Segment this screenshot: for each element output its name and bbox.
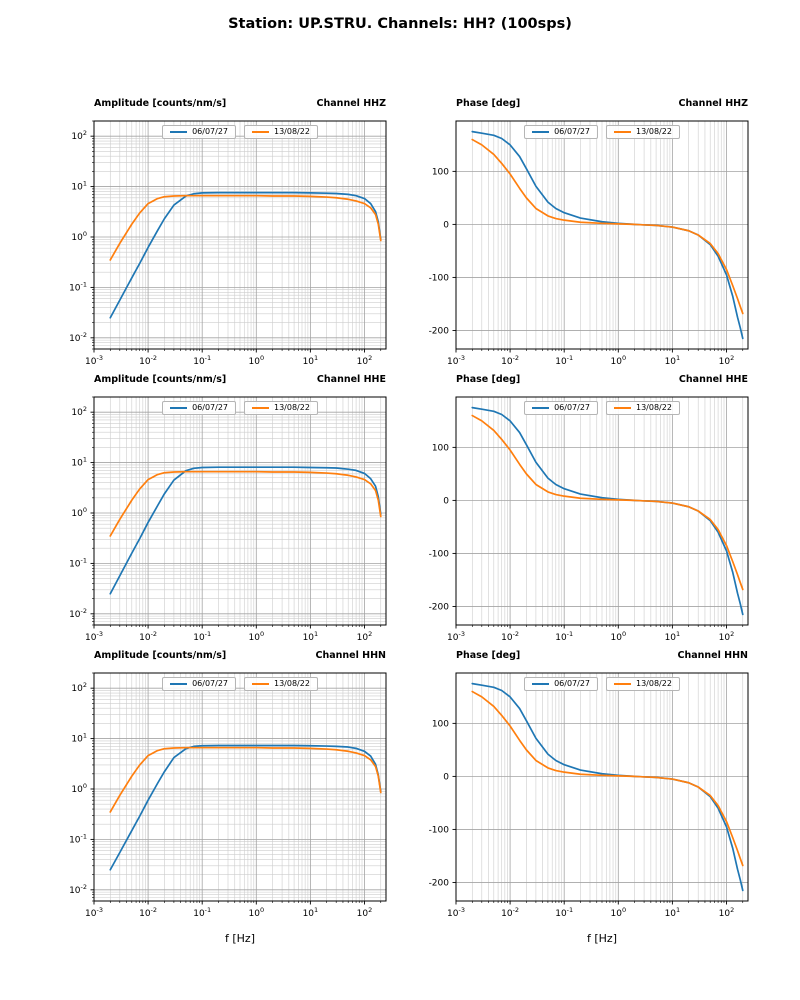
channel-title-hhn: Channel HHN <box>315 650 386 661</box>
axis-title-phase: Phase [deg] <box>456 98 521 109</box>
channel-title-hhz: Channel HHZ <box>316 98 386 109</box>
svg-text:100: 100 <box>248 354 264 367</box>
svg-text:101: 101 <box>665 354 681 367</box>
svg-text:100: 100 <box>71 506 87 519</box>
axis-title-phase: Phase [deg] <box>456 650 521 661</box>
svg-text:10-1: 10-1 <box>69 832 87 845</box>
subplot-header: Phase [deg] Channel HHE <box>400 370 760 385</box>
x-axis-label: f [Hz] <box>225 932 255 945</box>
svg-text:101: 101 <box>71 456 87 469</box>
svg-text:102: 102 <box>357 906 373 919</box>
axis-title-amplitude: Amplitude [counts/nm/s] <box>94 374 227 385</box>
x-axis-label: f [Hz] <box>587 932 617 945</box>
svg-text:100: 100 <box>610 354 626 367</box>
axis-title-amplitude: Amplitude [counts/nm/s] <box>94 650 227 661</box>
svg-text:10-3: 10-3 <box>447 906 465 919</box>
channel-title-hhz: Channel HHZ <box>678 98 748 109</box>
svg-text:10-2: 10-2 <box>69 883 87 896</box>
amplitude-plot-hhz: 10-3 10-2 10-1 100 101 102 10-2 10-1 100 101 102 <box>69 120 387 367</box>
subplot-hhz-phase: Phase [deg] Channel HHZ 10-3 10-2 10-1 100 1… <box>400 94 760 377</box>
phase-plot-hhz: 10-3 10-2 10-1 100 101 102 -200 -100 0 100 <box>429 120 749 367</box>
phase-plot-hhe: 10-3 10-2 10-1 100 101 102 -200 -100 0 100 <box>429 396 749 643</box>
figure-title: Station: UP.STRU. Channels: HH? (100sps) <box>228 16 572 32</box>
subplot-header: Amplitude [counts/nm/s] Channel HHE <box>38 370 398 385</box>
svg-text:101: 101 <box>665 906 681 919</box>
subplot-hhe-amplitude: Amplitude [counts/nm/s] Channel HHE 10-3… <box>38 370 398 653</box>
svg-text:0: 0 <box>443 220 449 230</box>
svg-text:10-2: 10-2 <box>69 331 87 344</box>
svg-text:101: 101 <box>303 630 319 643</box>
svg-text:101: 101 <box>303 906 319 919</box>
svg-text:-100: -100 <box>429 549 450 559</box>
svg-text:100: 100 <box>432 167 449 177</box>
svg-text:10-2: 10-2 <box>69 607 87 620</box>
svg-text:102: 102 <box>719 906 735 919</box>
svg-text:102: 102 <box>719 354 735 367</box>
svg-text:0: 0 <box>443 772 449 782</box>
svg-text:100: 100 <box>610 906 626 919</box>
amplitude-plot-hhn: 10-3 10-2 10-1 100 101 102 10-2 10-1 100 101 102 <box>69 672 387 919</box>
svg-text:-200: -200 <box>429 326 450 336</box>
svg-text:10-3: 10-3 <box>447 354 465 367</box>
subplot-hhn-amplitude: Amplitude [counts/nm/s] Channel HHN 10-3… <box>38 646 398 945</box>
svg-text:10-3: 10-3 <box>85 906 103 919</box>
svg-text:101: 101 <box>71 732 87 745</box>
svg-text:10-2: 10-2 <box>501 630 519 643</box>
svg-text:10-1: 10-1 <box>555 354 573 367</box>
svg-text:10-1: 10-1 <box>193 354 211 367</box>
subplot-header: Phase [deg] Channel HHZ <box>400 94 760 109</box>
svg-text:102: 102 <box>719 630 735 643</box>
svg-text:102: 102 <box>357 354 373 367</box>
svg-text:10-2: 10-2 <box>139 906 157 919</box>
subplot-header: Amplitude [counts/nm/s] Channel HHZ <box>38 94 398 109</box>
subplot-header: Amplitude [counts/nm/s] Channel HHN <box>38 646 398 661</box>
svg-text:10-2: 10-2 <box>501 354 519 367</box>
subplot-hhe-phase: Phase [deg] Channel HHE 10-3 10-2 10-1 100 1… <box>400 370 760 653</box>
svg-text:102: 102 <box>71 405 87 418</box>
svg-text:-200: -200 <box>429 878 450 888</box>
svg-text:100: 100 <box>71 782 87 795</box>
svg-text:10-1: 10-1 <box>555 906 573 919</box>
svg-text:100: 100 <box>248 630 264 643</box>
svg-text:10-1: 10-1 <box>193 906 211 919</box>
svg-text:10-3: 10-3 <box>85 354 103 367</box>
svg-text:100: 100 <box>610 630 626 643</box>
channel-title-hhn: Channel HHN <box>677 650 748 661</box>
svg-text:10-1: 10-1 <box>555 630 573 643</box>
svg-text:10-2: 10-2 <box>501 906 519 919</box>
svg-text:10-2: 10-2 <box>139 630 157 643</box>
svg-text:0: 0 <box>443 496 449 506</box>
svg-text:10-2: 10-2 <box>139 354 157 367</box>
amplitude-plot-hhe: 10-3 10-2 10-1 100 101 102 10-2 10-1 100 101 102 <box>69 396 387 643</box>
svg-text:10-1: 10-1 <box>69 556 87 569</box>
subplot-hhn-phase: Phase [deg] Channel HHN 10-3 10-2 10-1 100 1… <box>400 646 760 945</box>
svg-text:10-1: 10-1 <box>193 630 211 643</box>
svg-text:102: 102 <box>357 630 373 643</box>
svg-text:100: 100 <box>248 906 264 919</box>
svg-text:-100: -100 <box>429 273 450 283</box>
phase-plot-hhn: 10-3 10-2 10-1 100 101 102 -200 -100 0 100 <box>429 672 749 919</box>
axis-title-phase: Phase [deg] <box>456 374 521 385</box>
channel-title-hhe: Channel HHE <box>678 374 748 385</box>
svg-text:100: 100 <box>71 230 87 243</box>
svg-text:102: 102 <box>71 681 87 694</box>
svg-text:10-3: 10-3 <box>447 630 465 643</box>
axis-title-amplitude: Amplitude [counts/nm/s] <box>94 98 227 109</box>
svg-text:-100: -100 <box>429 825 450 835</box>
svg-text:101: 101 <box>665 630 681 643</box>
svg-text:100: 100 <box>432 443 449 453</box>
svg-text:101: 101 <box>71 180 87 193</box>
svg-text:100: 100 <box>432 719 449 729</box>
subplot-hhz-amplitude: Amplitude [counts/nm/s] Channel HHZ 10-3… <box>38 94 398 377</box>
svg-text:101: 101 <box>303 354 319 367</box>
svg-text:10-1: 10-1 <box>69 280 87 293</box>
subplot-header: Phase [deg] Channel HHN <box>400 646 760 661</box>
channel-title-hhe: Channel HHE <box>316 374 386 385</box>
svg-text:102: 102 <box>71 129 87 142</box>
svg-text:-200: -200 <box>429 602 450 612</box>
svg-text:10-3: 10-3 <box>85 630 103 643</box>
